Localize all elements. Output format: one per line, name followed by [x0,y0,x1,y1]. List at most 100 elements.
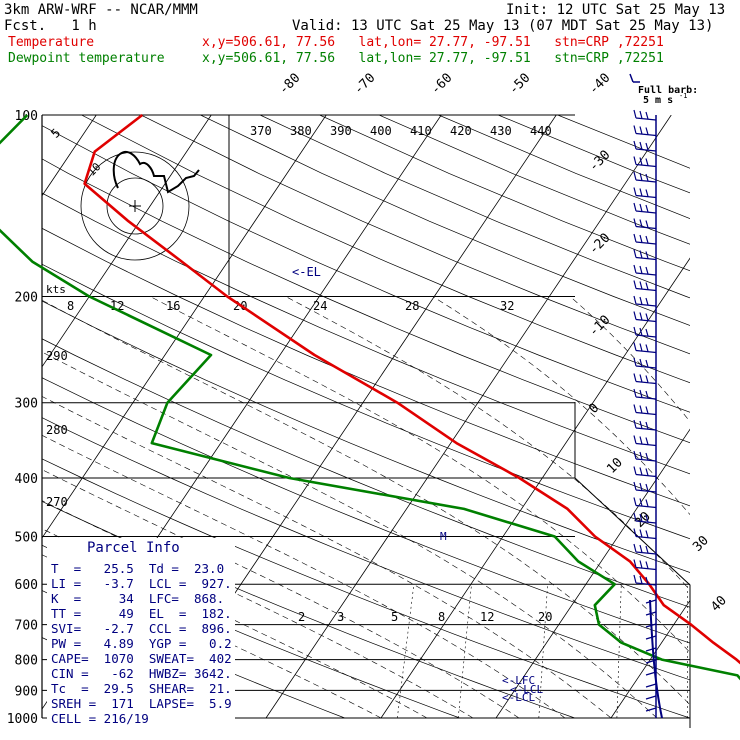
parcel-row-tt: TT = 49 EL = 182. [51,606,232,621]
mixing-ratio-label: 16 [166,299,180,313]
wind-barb [633,233,657,245]
isotherm-label: 30 [690,533,712,555]
dry-adiabat [557,115,690,169]
wind-legend-title: Full barb: [638,85,698,96]
isotherm-label: -80 [276,71,303,98]
dry-adiabat [42,338,690,608]
dry-adiabat [42,300,690,573]
theta-label: 380 [290,124,312,138]
wind-barb [633,156,657,168]
wind-barb [633,249,657,261]
hodograph-units: kts [46,283,66,296]
parcel-row-t: T = 25.5 Td = 23.0 [51,561,225,576]
wind-barb [633,140,657,152]
theta-label: 370 [250,124,272,138]
lcl-marker-2: <-LCL [502,691,535,704]
wind-barb [633,450,657,462]
wind-barb [633,528,657,540]
wind-barb [633,497,657,509]
parcel-row-sreh: SREH = 171 LAPSE= 5.9 [51,696,232,711]
moist-adiabat [285,296,690,591]
parcel-row-k: K = 34 LFC= 868. [51,591,225,606]
dry-adiabat [42,227,690,507]
pressure-tick-500: 500 [15,530,38,545]
wind-barb [645,647,657,652]
dry-adiabat [200,115,690,326]
wind-barb [633,187,657,199]
wind-barb [645,635,657,640]
frame-right-edge [574,402,691,728]
dewpoint-line [0,114,740,681]
parcel-row-cape: CAPE= 1070 SWEAT= 402 [51,651,232,666]
wind-legend-value: 5 m s [643,95,673,106]
wind-barb [633,373,657,385]
isotherm-label: 0 [586,401,602,417]
isotherm-label: -30 [586,148,613,175]
wind-barb [633,342,657,354]
pressure-tick-800: 800 [15,654,38,669]
mixing-ratio-label: 32 [500,299,514,313]
wind-barb [633,202,657,214]
isotherm [380,257,690,719]
el-marker: <-EL [292,265,321,279]
moist-adiabat [432,296,690,516]
pressure-tick-900: 900 [15,684,38,699]
mixing-ratio-label: 8 [438,610,445,624]
dewpoint-location: x,y=506.61, 77.56 lat,lon= 27.77, -97.51… [202,51,664,66]
wind-barb [633,280,657,292]
pressure-tick-1000: 1000 [7,712,38,727]
isotherm-label: -70 [351,71,378,98]
lfc-marker: <-LFC [502,674,535,687]
theta-label: 400 [370,124,392,138]
temperature-line [83,113,740,665]
wind-barb [633,404,657,416]
isotherm [495,428,690,719]
dry-adiabat [42,458,690,719]
parcel-row-svi: SVI= -2.7 CCL = 896. [51,621,232,636]
theta-label: 440 [530,124,552,138]
wind-barb [633,481,657,493]
mixing-ratio-line [616,584,622,719]
isotherm-label: -40 [586,71,613,98]
theta-label: 420 [450,124,472,138]
mixing-ratio-line [538,584,548,719]
wind-barb [633,218,657,230]
wind-barbs [633,109,663,719]
mixing-ratio-label: 2 [298,610,305,624]
mixing-ratio-label: 3 [337,610,344,624]
dry-adiabat [42,263,690,540]
wind-barb [633,171,657,183]
m-marker: M [440,530,447,543]
temperature-legend: Temperature [8,35,95,50]
mixing-ratio-label: 20 [538,610,552,624]
mixing-ratio-label: 5 [391,610,398,624]
wind-barb [633,512,657,524]
theta-side-label: 290 [46,349,68,363]
wind-barb [633,357,657,369]
dry-adiabat [81,115,690,384]
isotherm-label: -50 [506,71,533,98]
mixing-ratio-label: 28 [405,299,419,313]
isotherm-label: 10 [604,455,626,477]
isotherm [610,599,690,719]
isotherm [42,115,212,368]
wind-barb [633,543,657,555]
temperature-profile [83,113,740,665]
parcel-info-title: Parcel Info [87,540,180,556]
dry-adiabat [319,115,690,272]
pressure-tick-300: 300 [15,397,38,412]
parcel-row-pw: PW = 4.89 YGP = 0.2 [51,636,232,651]
model-title: 3km ARW-WRF -- NCAR/MMM [4,2,198,18]
pressure-tick-700: 700 [15,619,38,634]
dry-adiabat [42,125,690,413]
wind-barb [633,109,657,121]
wind-barb [633,466,657,478]
wind-barb [633,295,657,307]
wind-legend-exponent: -1 [679,92,687,100]
wind-barb [633,574,657,586]
moist-adiabat [42,434,566,719]
moist-adiabat [42,396,612,719]
wind-barb [633,388,657,400]
mixing-ratio-label: 8 [67,299,74,313]
